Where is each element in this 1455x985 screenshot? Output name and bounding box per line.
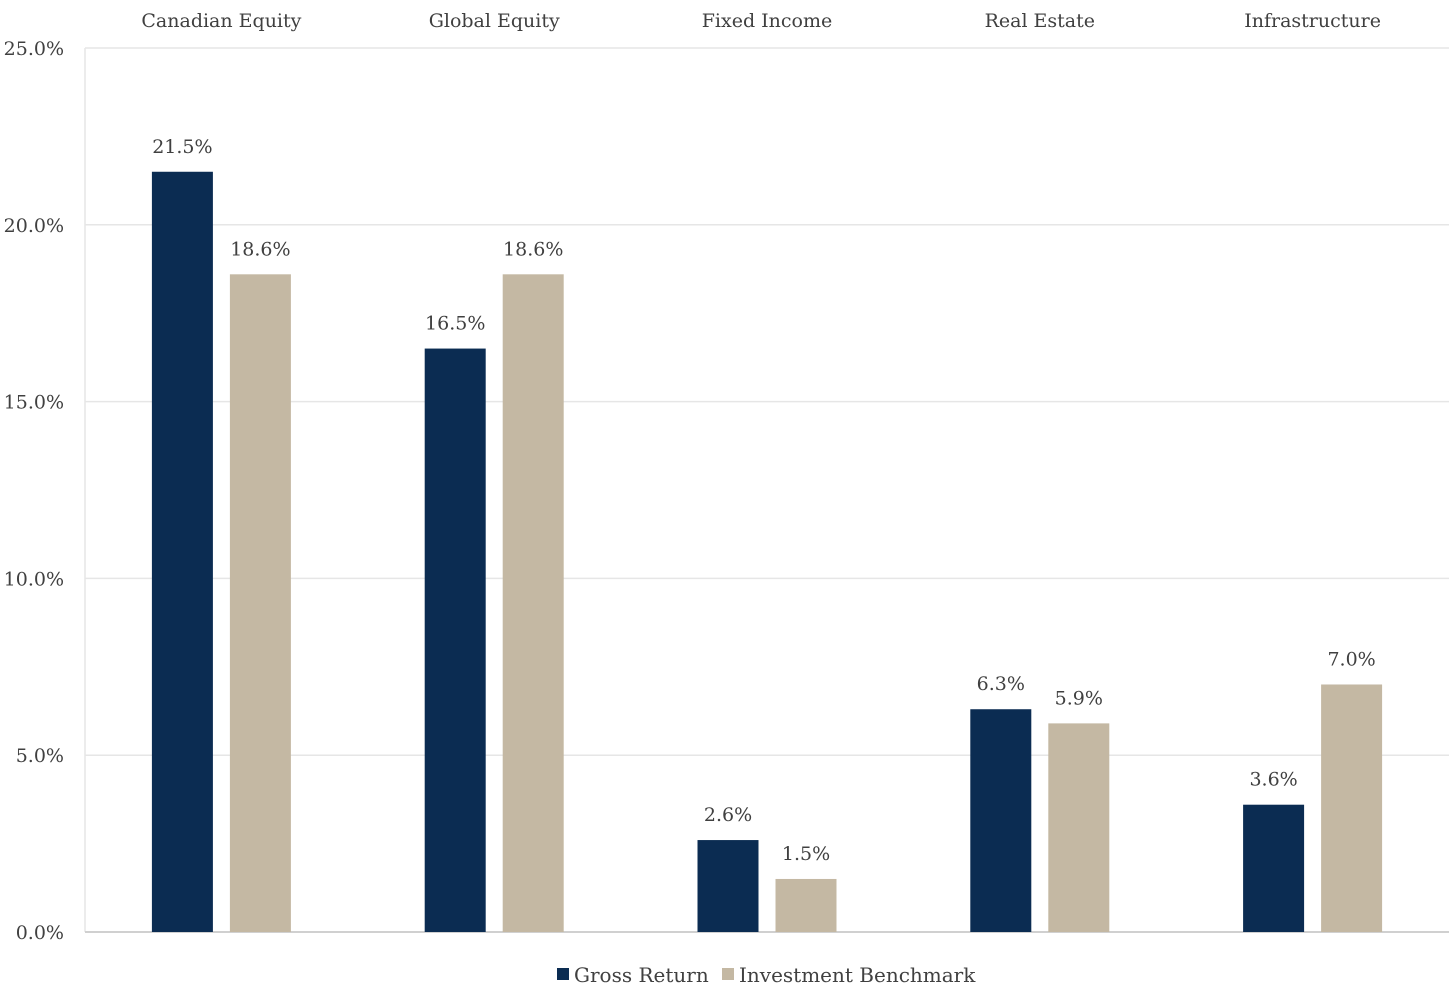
category-labels: Canadian Equity Global Equity Fixed Income… <box>141 10 1381 32</box>
category-label: Real Estate <box>985 10 1095 32</box>
bar-gross-return <box>970 709 1032 932</box>
y-tick-label: 15.0% <box>4 392 64 414</box>
data-label: 6.3% <box>977 673 1025 695</box>
category-label: Global Equity <box>429 10 560 32</box>
gridlines <box>85 47 1449 756</box>
legend-label: Investment Benchmark <box>739 963 976 985</box>
bar-investment-benchmark <box>775 878 837 932</box>
category-label: Canadian Equity <box>141 10 301 32</box>
bar-investment-benchmark <box>1048 723 1110 932</box>
bars <box>151 171 1383 933</box>
bar-gross-return <box>424 348 486 932</box>
y-tick-label: 10.0% <box>4 568 64 590</box>
data-labels: 21.5% 18.6% 16.5% 18.6% 2.6% 1.5% 6.3% 5.9% 3.6%… <box>152 136 1376 865</box>
axes <box>84 48 1449 933</box>
legend-label: Gross Return <box>574 963 709 985</box>
data-label: 3.6% <box>1249 769 1297 791</box>
bar-gross-return <box>1243 804 1305 932</box>
y-tick-label: 0.0% <box>16 922 64 944</box>
bar-investment-benchmark <box>1321 684 1383 932</box>
data-label: 2.6% <box>704 804 752 826</box>
data-label: 21.5% <box>152 136 212 158</box>
category-label: Infrastructure <box>1244 10 1381 32</box>
bar-investment-benchmark <box>229 274 291 933</box>
y-tick-label: 25.0% <box>4 38 64 60</box>
data-label: 1.5% <box>782 843 830 865</box>
data-label: 18.6% <box>503 238 563 260</box>
data-label: 7.0% <box>1327 648 1375 670</box>
bar-gross-return <box>151 171 213 932</box>
category-label: Fixed Income <box>702 10 833 32</box>
bar-gross-return <box>697 840 759 932</box>
y-tick-label: 5.0% <box>16 745 64 767</box>
legend: Gross Return Investment Benchmark <box>557 963 976 985</box>
bar-investment-benchmark <box>502 274 564 933</box>
data-label: 16.5% <box>425 313 485 335</box>
data-label: 5.9% <box>1055 687 1103 709</box>
data-label: 18.6% <box>230 238 290 260</box>
legend-swatch <box>722 968 734 980</box>
legend-swatch <box>557 968 569 980</box>
y-tick-label: 20.0% <box>4 215 64 237</box>
y-axis-tick-labels: 0.0% 5.0% 10.0% 15.0% 20.0% 25.0% <box>4 38 64 944</box>
